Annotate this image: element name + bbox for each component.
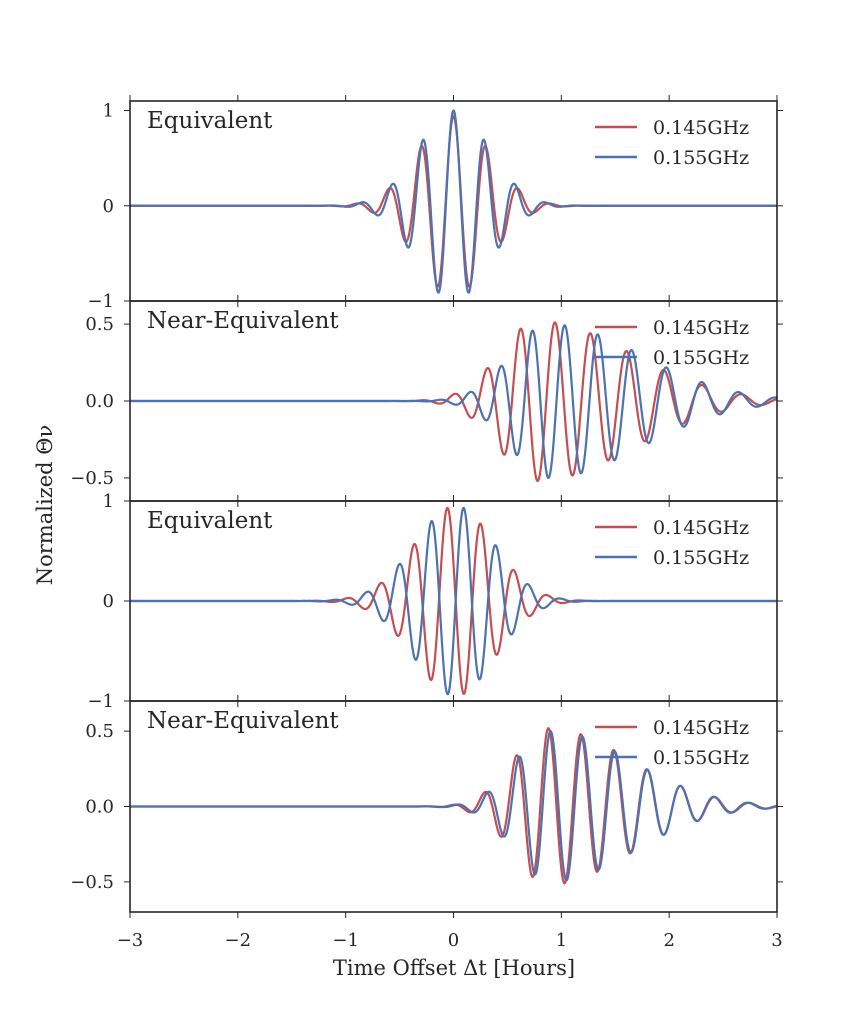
y-tick-label: 1 [103,101,114,122]
series-group [130,321,777,483]
y-tick-label: 1 [103,491,114,512]
legend-label-2: 0.155GHz [653,747,749,769]
y-tick-label: 0.5 [85,721,114,742]
x-tick-label: −3 [117,930,144,951]
legend-label-2: 0.155GHz [653,347,749,369]
series-line-2 [130,109,777,294]
legend-label-2: 0.155GHz [653,547,749,569]
series-group [130,506,777,696]
panel-title: Near-Equivalent [147,708,339,734]
y-tick-label: 0.0 [85,391,114,412]
y-tick-label: 0.5 [85,314,114,335]
series-group [130,727,777,885]
series-line-2 [130,506,777,696]
chart-panel-3: −1 0 1 Equivalent 0.145GHz 0.155GHz [87,491,783,712]
y-tick-label: 0 [103,196,114,217]
panel-title: Near-Equivalent [147,308,339,334]
y-tick-label: −1 [87,291,114,312]
x-tick-label: −2 [225,930,252,951]
x-tick-label: 0 [448,930,459,951]
x-tick-label: 3 [771,930,782,951]
chart-panel-2: −0.5 0.0 0.5 Near-Equivalent 0.145GHz 0.155GH… [70,295,783,507]
legend-label-1: 0.145GHz [653,317,749,339]
x-tick-label: 2 [663,930,674,951]
series-line-2 [130,324,777,479]
y-tick-label: −0.5 [70,872,114,893]
panels: −1 0 1 Equivalent 0.145GHz 0.155GHz −0.5 0.0 0.5… [70,95,783,951]
panel-title: Equivalent [147,108,273,134]
series-line-2 [130,730,777,882]
x-axis-label: Time Offset Δt [Hours] [333,956,575,980]
y-tick-label: −0.5 [70,468,114,489]
x-tick-label: 1 [556,930,567,951]
legend-label-1: 0.145GHz [653,717,749,739]
panel-title: Equivalent [147,508,273,534]
chart-panel-1: −1 0 1 Equivalent 0.145GHz 0.155GHz [87,95,783,312]
legend-label-2: 0.155GHz [653,147,749,169]
series-line-1 [130,115,777,288]
y-tick-label: 0.0 [85,797,114,818]
y-tick-label: −1 [87,691,114,712]
y-axis-label: Normalized Θν [33,425,57,586]
legend-label-1: 0.145GHz [653,517,749,539]
chart-panel-4: −0.5 0.0 0.5 −3 −2 −1 0 1 2 3 Near-Equivalent 0.145… [70,695,783,951]
x-tick-label: −1 [332,930,359,951]
y-tick-label: 0 [103,591,114,612]
legend-label-1: 0.145GHz [653,117,749,139]
series-group [130,109,777,294]
